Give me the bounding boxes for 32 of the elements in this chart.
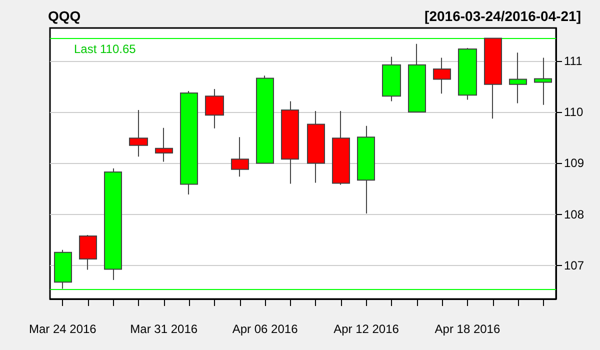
x-tick-label: Apr 18 2016 — [434, 322, 500, 336]
candlestick — [534, 57, 552, 106]
chart-title: QQQ — [48, 8, 81, 24]
candlestick — [256, 75, 274, 164]
candlestick — [104, 168, 122, 281]
candlestick — [180, 90, 198, 195]
y-tick-label: 109 — [564, 156, 584, 170]
y-tick-label: 111 — [564, 54, 583, 68]
x-tick-label: Apr 12 2016 — [334, 322, 400, 336]
candlestick — [357, 125, 375, 214]
candlestick — [231, 136, 249, 178]
candlestick — [408, 43, 426, 113]
candlestick — [129, 109, 148, 158]
candlestick — [155, 127, 173, 162]
candlestick — [307, 110, 325, 184]
y-tick-label: 107 — [564, 258, 584, 273]
y-tick-label: 108 — [564, 207, 584, 222]
candlestick — [382, 56, 401, 102]
candlestick — [332, 110, 350, 186]
candlestick — [509, 52, 527, 104]
x-tick-label: Mar 31 2016 — [130, 322, 198, 336]
candlestick — [281, 100, 299, 184]
candlestick — [458, 47, 477, 100]
candlestick — [205, 88, 224, 129]
candlestick — [79, 234, 97, 270]
x-tick-label: Mar 24 2016 — [28, 322, 97, 336]
candlestick — [484, 38, 502, 120]
candlestick — [433, 57, 451, 94]
x-tick-label: Apr 06 2016 — [232, 322, 298, 336]
annotation: Last 110.65 — [74, 42, 136, 56]
chart-subtitle: [2016-03-24/2016-04-21] — [424, 8, 582, 24]
y-tick-label: 110 — [564, 105, 584, 120]
